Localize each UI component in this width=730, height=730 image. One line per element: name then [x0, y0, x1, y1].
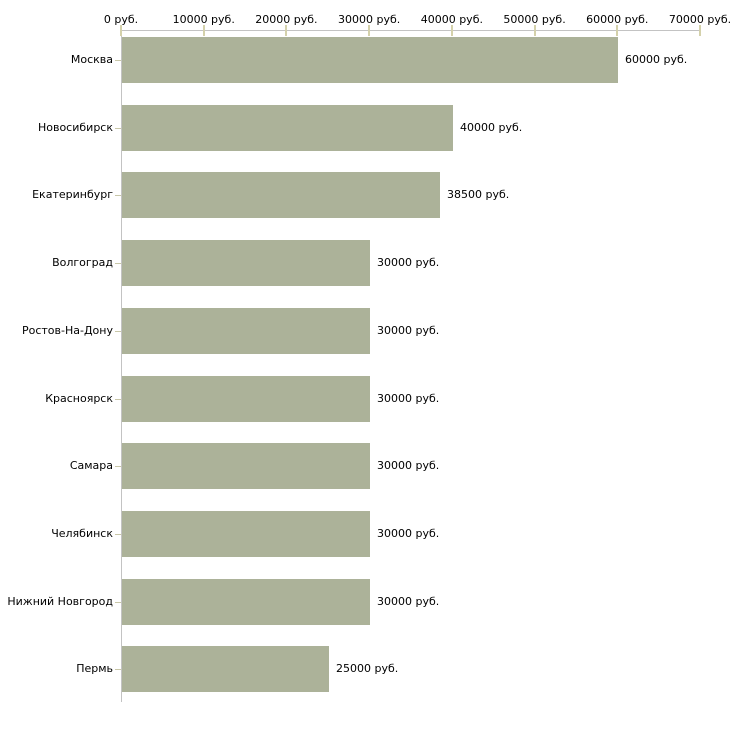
y-axis-tick — [115, 331, 121, 332]
bar-9 — [122, 579, 370, 625]
x-axis-line — [121, 30, 700, 31]
y-axis-tick — [115, 602, 121, 603]
bar-4 — [122, 240, 370, 286]
category-label: Екатеринбург — [32, 188, 113, 201]
x-axis-tick — [120, 25, 122, 36]
x-axis-tick — [699, 25, 701, 36]
bar-10 — [122, 646, 329, 692]
x-axis-tick-label: 0 руб. — [103, 13, 139, 26]
category-label: Челябинск — [51, 527, 113, 540]
value-label: 30000 руб. — [377, 527, 440, 540]
category-label: Волгоград — [52, 256, 113, 269]
x-axis-tick-label: 40000 руб. — [420, 13, 483, 26]
x-axis-tick-label: 20000 руб. — [255, 13, 318, 26]
x-axis-tick-label: 60000 руб. — [586, 13, 649, 26]
bar-7 — [122, 443, 370, 489]
category-label: Красноярск — [45, 392, 113, 405]
value-label: 25000 руб. — [336, 662, 399, 675]
x-axis-tick — [368, 25, 371, 36]
y-axis-tick — [115, 60, 121, 61]
value-label: 30000 руб. — [377, 392, 440, 405]
x-axis-tick-label: 10000 руб. — [172, 13, 235, 26]
value-label: 30000 руб. — [377, 256, 440, 269]
bar-3 — [122, 172, 440, 218]
value-label: 60000 руб. — [625, 53, 688, 66]
x-axis-tick-label: 70000 руб. — [668, 13, 730, 26]
y-axis-tick — [115, 466, 121, 467]
value-label: 30000 руб. — [377, 324, 440, 337]
bar-1 — [122, 37, 618, 83]
bar-5 — [122, 308, 370, 354]
x-axis-tick — [202, 25, 205, 36]
category-label: Нижний Новгород — [7, 595, 113, 608]
bar-8 — [122, 511, 370, 557]
value-label: 38500 руб. — [447, 188, 510, 201]
x-axis-tick — [533, 25, 536, 36]
y-axis-tick — [115, 399, 121, 400]
y-axis-tick — [115, 669, 121, 670]
x-axis-tick-label: 30000 руб. — [338, 13, 401, 26]
category-label: Пермь — [76, 662, 113, 675]
x-axis-tick — [616, 25, 619, 36]
category-label: Самара — [69, 459, 113, 472]
value-label: 30000 руб. — [377, 459, 440, 472]
y-axis-tick — [115, 263, 121, 264]
category-label: Ростов-На-Дону — [21, 324, 113, 337]
value-label: 30000 руб. — [377, 595, 440, 608]
bar-6 — [122, 376, 370, 422]
bar-2 — [122, 105, 453, 151]
y-axis-line — [121, 30, 122, 702]
value-label: 40000 руб. — [460, 121, 523, 134]
category-label: Новосибирск — [37, 121, 113, 134]
x-axis-tick — [285, 25, 288, 36]
category-label: Москва — [70, 53, 113, 66]
y-axis-tick — [115, 534, 121, 535]
x-axis-tick — [450, 25, 453, 36]
y-axis-tick — [115, 195, 121, 196]
y-axis-tick — [115, 128, 121, 129]
x-axis-tick-label: 50000 руб. — [503, 13, 566, 26]
